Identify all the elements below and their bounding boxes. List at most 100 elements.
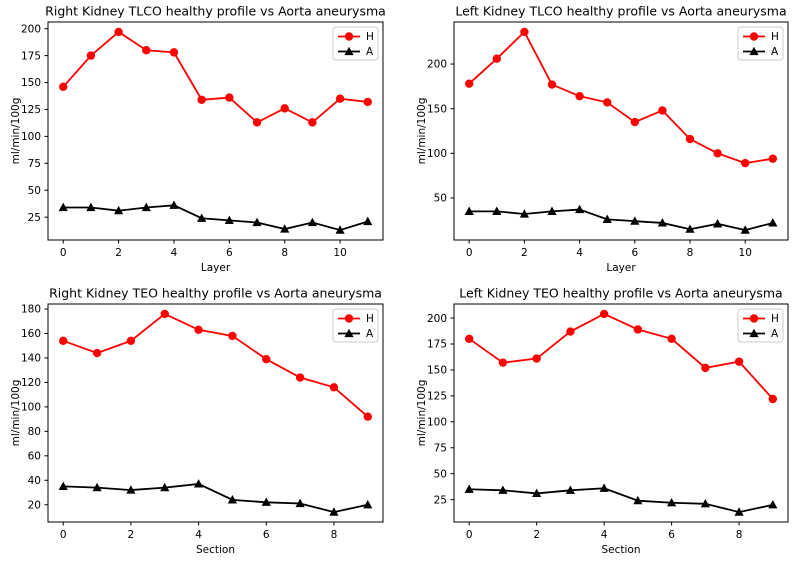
series-A-point: [261, 497, 271, 506]
x-tick-label: 10: [739, 247, 752, 259]
y-tick-label: 100: [21, 131, 41, 143]
series-A-point: [141, 202, 151, 212]
y-tick-label: 60: [28, 451, 41, 463]
x-tick-label: 4: [601, 529, 608, 541]
x-tick-label: 4: [171, 247, 178, 259]
series-H-point: [262, 354, 271, 364]
series-A-point: [126, 485, 136, 494]
series-H-point: [363, 97, 372, 107]
series-H-point: [252, 118, 262, 127]
series-H-point: [114, 27, 123, 37]
y-tick-label: 150: [427, 103, 447, 115]
y-axis-label: ml/min/100g: [416, 98, 428, 165]
x-tick-label: 8: [687, 247, 694, 259]
series-A-point: [630, 216, 640, 225]
series-A-point: [280, 224, 290, 233]
series-A-point: [224, 215, 234, 224]
series-A-point: [464, 484, 474, 493]
series-H-point: [701, 363, 710, 373]
left-kidney-teo-plot: 0 2 4 6 8 25 50 75 100 125 150 175 200 Left Kidney TE…: [416, 286, 789, 556]
series-A-point: [519, 209, 529, 218]
series-H-point: [633, 325, 643, 334]
x-tick-label: 2: [533, 529, 540, 541]
legend-marker-triangle: [749, 46, 759, 56]
y-tick-label: 50: [434, 468, 447, 480]
series-A-point: [602, 214, 612, 223]
legend-label: A: [771, 46, 779, 58]
series-H-point: [464, 334, 474, 344]
series-H-point: [520, 27, 529, 37]
x-tick-label: 0: [466, 247, 473, 259]
right-kidney-tlco-plot: 0 2 4 6 8 10 25 50 75 100 125 150 175 200 Right Kidney…: [10, 4, 386, 275]
x-tick-label: 6: [631, 247, 638, 259]
series-A-point: [86, 202, 96, 212]
plot-area-border: [453, 303, 789, 523]
x-tick-label: 6: [226, 247, 233, 259]
legend-marker-triangle: [749, 328, 759, 338]
series-H-point: [308, 118, 317, 127]
x-tick-label: 2: [128, 529, 135, 541]
series-A-point: [160, 482, 170, 492]
series-H-point: [734, 357, 744, 366]
series-A-point: [227, 495, 238, 504]
series-A-point: [498, 485, 508, 494]
series-H-point: [86, 51, 96, 60]
legend-label: H: [771, 313, 779, 325]
legend-marker-circle: [749, 32, 759, 41]
series-A-point: [532, 488, 542, 498]
series-A-point: [169, 200, 179, 209]
y-tick-label: 20: [28, 499, 41, 511]
right-kidney-teo-chart: 0 2 4 6 8 20 40 60 80 100 120 140 160 180 Right Kidney…: [0, 282, 401, 563]
series-H-point: [92, 348, 102, 358]
series-H-point: [59, 82, 68, 92]
y-tick-label: 150: [427, 365, 447, 377]
series-H-line: [468, 30, 773, 165]
y-axis-label: ml/min/100g: [10, 380, 22, 447]
series-A-point: [667, 497, 677, 507]
y-tick-label: 200: [427, 313, 447, 325]
y-tick-label: 125: [21, 104, 41, 116]
series-H-point: [667, 334, 676, 344]
series-A-point: [295, 498, 305, 508]
series-A-point: [685, 224, 695, 233]
y-tick-label: 175: [21, 50, 41, 62]
series-H-point: [492, 54, 501, 63]
left-kidney-teo-chart: 0 2 4 6 8 25 50 75 100 125 150 175 200 Left Kidney TE…: [402, 282, 803, 563]
series-A-point: [547, 206, 557, 215]
series-A-point: [58, 202, 68, 212]
series-H-point: [566, 327, 575, 336]
x-tick-label: 0: [60, 529, 67, 541]
legend-marker-triangle: [344, 328, 354, 338]
series-H-point: [225, 93, 234, 102]
series-A-point: [307, 217, 318, 227]
x-axis-label: Layer: [201, 262, 231, 274]
series-H-point: [658, 106, 667, 115]
plot-area-border: [47, 21, 384, 241]
series-H-point: [228, 331, 237, 341]
y-tick-label: 40: [28, 475, 41, 487]
chart-title: Left Kidney TEO healthy profile vs Aorta…: [459, 286, 782, 301]
series-A-point: [329, 507, 339, 516]
series-A-point: [740, 225, 750, 234]
left-kidney-tlco-plot: 0 2 4 6 8 10 50 100 150 200 Left Kidney TLCO healt…: [416, 4, 789, 274]
legend-label: A: [771, 328, 779, 340]
y-tick-label: 150: [21, 77, 41, 89]
x-tick-label: 6: [668, 529, 675, 541]
series-H-point: [741, 158, 750, 168]
plot-area-border: [453, 21, 789, 241]
series-A-point: [633, 495, 643, 505]
legend-label: A: [366, 46, 374, 58]
x-tick-label: 8: [736, 529, 743, 541]
series-H-point: [498, 358, 508, 367]
y-tick-label: 175: [427, 339, 447, 351]
series-H-point: [295, 373, 305, 382]
series-H-line: [62, 30, 368, 124]
series-A-point: [713, 219, 723, 228]
series-H-point: [599, 309, 609, 319]
legend-label: H: [771, 31, 779, 43]
legend-marker-circle: [749, 314, 759, 323]
y-tick-label: 120: [21, 377, 41, 389]
series-A-line: [63, 204, 369, 232]
right-kidney-teo-plot: 0 2 4 6 8 20 40 60 80 100 120 140 160 180 Right Kidney…: [10, 286, 384, 556]
series-A-point: [193, 479, 204, 488]
